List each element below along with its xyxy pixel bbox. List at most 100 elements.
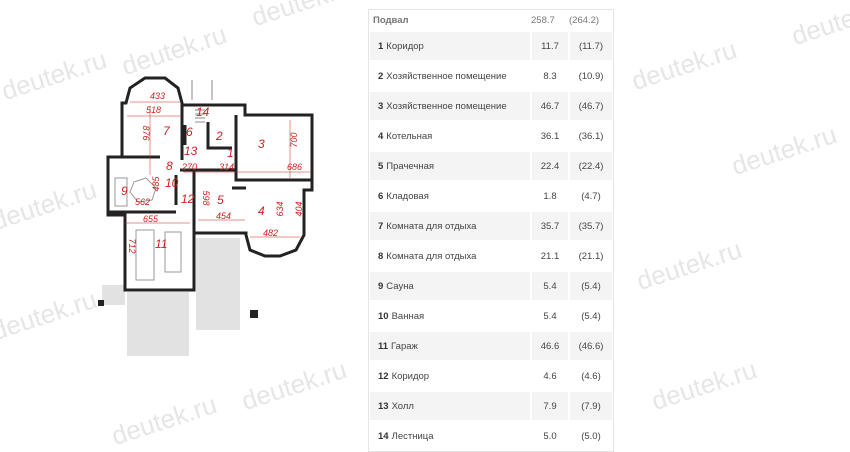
room-number: 10 xyxy=(165,176,179,190)
plan-walls xyxy=(106,76,314,292)
watermark: deutek.ru xyxy=(647,354,761,417)
room-area: 21.1 xyxy=(540,250,560,262)
room-name: Холл xyxy=(391,400,414,412)
room-total-area: (11.7) xyxy=(570,32,612,60)
room-total-area: (5.0) xyxy=(581,430,601,442)
table-row: 7 Комната для отдыха 35.7 (35.7) xyxy=(369,211,613,241)
dimension-label: 314 xyxy=(219,162,234,172)
room-total-area: (46.6) xyxy=(570,332,612,360)
dimension-label: 518 xyxy=(146,105,161,115)
floor-total-area: (264.2) xyxy=(569,15,600,26)
room-total-area: (10.9) xyxy=(578,70,604,82)
dimension-label: 485 xyxy=(151,176,161,192)
floor-label: Подвал xyxy=(373,15,409,26)
dimension-label: 876 xyxy=(141,125,151,140)
room-total-area: (46.7) xyxy=(570,92,612,120)
room-number: 1 xyxy=(227,146,234,160)
room-name-cell: 1 Коридор xyxy=(370,32,530,60)
dimension-label: 700 xyxy=(289,132,299,147)
room-area: 8.3 xyxy=(543,70,557,82)
room-area: 36.1 xyxy=(540,130,560,142)
room-area: 35.7 xyxy=(532,212,568,240)
plan-columns xyxy=(98,300,258,318)
room-area: 11.7 xyxy=(532,32,568,60)
room-number: 9 xyxy=(121,184,128,198)
table-row: 11 Гараж 46.6 (46.6) xyxy=(369,331,613,361)
room-number: 11 xyxy=(378,340,389,352)
table-row: 2 Хозяйственное помещение 8.3 (10.9) xyxy=(369,61,613,91)
room-number: 12 xyxy=(378,370,389,382)
room-number: 7 xyxy=(378,220,384,232)
room-name-cell: 8 Комната для отдыха xyxy=(370,242,530,270)
dimension-label: 482 xyxy=(263,228,278,238)
room-name-cell: 5 Прачечная xyxy=(370,152,530,180)
watermark: deutek.ru xyxy=(627,34,741,97)
dimension-label: 634 xyxy=(275,201,285,216)
room-name: Сауна xyxy=(386,280,414,292)
room-name: Коридор xyxy=(391,370,430,382)
room-number: 1 xyxy=(378,40,384,52)
room-area-table: Подвал 258.7 (264.2) 1 Коридор 11.7 (11.7) 2… xyxy=(368,9,614,452)
room-area: 5.0 xyxy=(543,430,557,442)
table-row: 14 Лестница 5.0 (5.0) xyxy=(369,421,613,451)
room-number: 2 xyxy=(215,129,223,143)
plan-dimension-lines xyxy=(125,101,310,238)
room-number: 13 xyxy=(184,144,198,158)
room-number: 8 xyxy=(166,159,173,173)
room-number: 7 xyxy=(163,124,171,138)
plan-furniture xyxy=(114,177,182,281)
room-name-cell: 4 Котельная xyxy=(370,122,530,150)
room-number: 11 xyxy=(155,237,167,251)
table-row: 5 Прачечная 22.4 (22.4) xyxy=(369,151,613,181)
dimension-label: 433 xyxy=(150,91,165,101)
room-total-area: (5.4) xyxy=(581,310,601,322)
dimension-label: 562 xyxy=(135,197,150,207)
dimension-label: 712 xyxy=(127,238,137,253)
room-name: Ванная xyxy=(391,310,425,322)
room-area: 46.7 xyxy=(532,92,568,120)
room-name: Кладовая xyxy=(386,190,429,202)
room-number: 10 xyxy=(378,310,389,322)
room-name: Лестница xyxy=(391,430,434,442)
table-row: 6 Кладовая 1.8 (4.7) xyxy=(369,181,613,211)
room-total-area: (4.6) xyxy=(581,370,601,382)
room-name-cell: 2 Хозяйственное помещение xyxy=(370,62,530,90)
table-row: 9 Сауна 5.4 (5.4) xyxy=(369,271,613,301)
room-name-cell: 9 Сауна xyxy=(370,272,530,300)
room-total-area: (4.7) xyxy=(581,190,601,202)
room-name-cell: 12 Коридор xyxy=(370,362,530,390)
room-number: 6 xyxy=(186,125,193,139)
plan-stairs xyxy=(191,80,213,123)
room-number: 14 xyxy=(196,105,210,119)
room-area: 5.4 xyxy=(532,272,568,300)
room-name-cell: 3 Хозяйственное помещение xyxy=(370,92,530,120)
room-number: 3 xyxy=(258,137,265,151)
room-name: Комната для отдыха xyxy=(386,250,477,262)
dimension-label: 454 xyxy=(216,211,231,221)
room-numbers: 1 2 3 4 5 6 7 8 9 10 11 12 13 14 xyxy=(121,105,265,251)
room-total-area: (36.1) xyxy=(578,130,604,142)
table-header: Подвал 258.7 (264.2) xyxy=(369,10,613,31)
room-name: Гараж xyxy=(391,340,418,352)
dimension-label: 655 xyxy=(143,214,159,224)
dimension-label: 686 xyxy=(287,162,302,172)
room-number: 8 xyxy=(378,250,384,262)
room-name: Комната для отдыха xyxy=(386,220,477,232)
floor-area: 258.7 xyxy=(531,15,555,26)
room-area: 46.6 xyxy=(532,332,568,360)
room-name-cell: 7 Комната для отдыха xyxy=(370,212,530,240)
table-row: 1 Коридор 11.7 (11.7) xyxy=(369,31,613,61)
room-name-cell: 13 Холл xyxy=(370,392,530,420)
watermark: deutek.ru xyxy=(727,119,841,182)
room-area: 4.6 xyxy=(543,370,557,382)
room-number: 14 xyxy=(378,430,389,442)
dimension-label: 404 xyxy=(294,201,304,216)
room-number: 3 xyxy=(378,100,384,112)
floor-plan: 1 2 3 4 5 6 7 8 9 10 11 12 13 14 433 518… xyxy=(98,76,314,356)
dimension-label: 270 xyxy=(181,162,197,172)
room-name: Котельная xyxy=(386,130,433,142)
room-area: 7.9 xyxy=(532,392,568,420)
room-name-cell: 11 Гараж xyxy=(370,332,530,360)
room-total-area: (35.7) xyxy=(570,212,612,240)
room-name-cell: 6 Кладовая xyxy=(370,182,530,210)
